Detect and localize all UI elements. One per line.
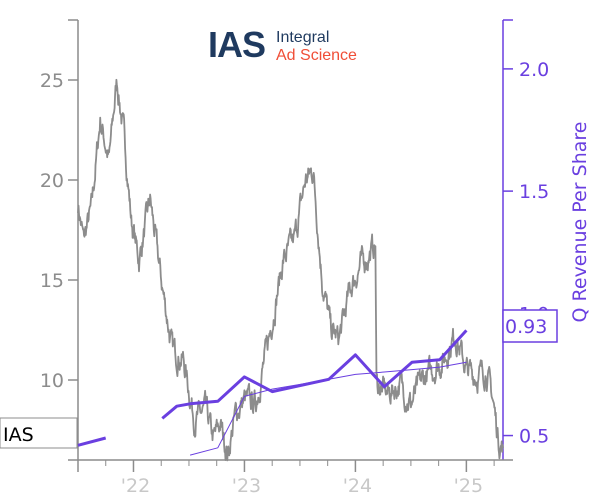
left-tick-label: 20 bbox=[40, 170, 64, 192]
right-tick-label: 2.0 bbox=[519, 59, 549, 81]
x-tick-label: '23 bbox=[232, 475, 261, 497]
x-tick-label: '22 bbox=[121, 475, 150, 497]
x-tick-label: '24 bbox=[343, 475, 372, 497]
left-tick-label: 25 bbox=[40, 70, 64, 92]
logo-text-line2: Ad Science bbox=[276, 47, 357, 64]
revenue-line bbox=[161, 329, 468, 420]
ticker-label-text: IAS bbox=[3, 424, 34, 446]
series-layer bbox=[77, 78, 504, 462]
x-tick-label: '25 bbox=[454, 475, 483, 497]
right-axis-label: Q Revenue Per Share bbox=[569, 122, 591, 323]
logo-mark: IAS bbox=[208, 24, 265, 65]
company-logo: IAS Integral Ad Science bbox=[208, 24, 357, 65]
last-value-text: 0.93 bbox=[505, 316, 547, 338]
right-tick-label: 1.5 bbox=[519, 181, 549, 203]
right-tick-label: 0.5 bbox=[519, 426, 549, 448]
revenue-line-segment bbox=[77, 436, 107, 447]
logo-text-line1: Integral bbox=[276, 29, 329, 46]
revenue-average-line bbox=[189, 361, 467, 456]
last-value-badge: 0.93 bbox=[502, 309, 558, 343]
left-tick-label: 15 bbox=[40, 270, 64, 292]
price-line bbox=[77, 78, 504, 462]
left-tick-label: 10 bbox=[40, 370, 64, 392]
ticker-label: IAS bbox=[0, 417, 78, 449]
